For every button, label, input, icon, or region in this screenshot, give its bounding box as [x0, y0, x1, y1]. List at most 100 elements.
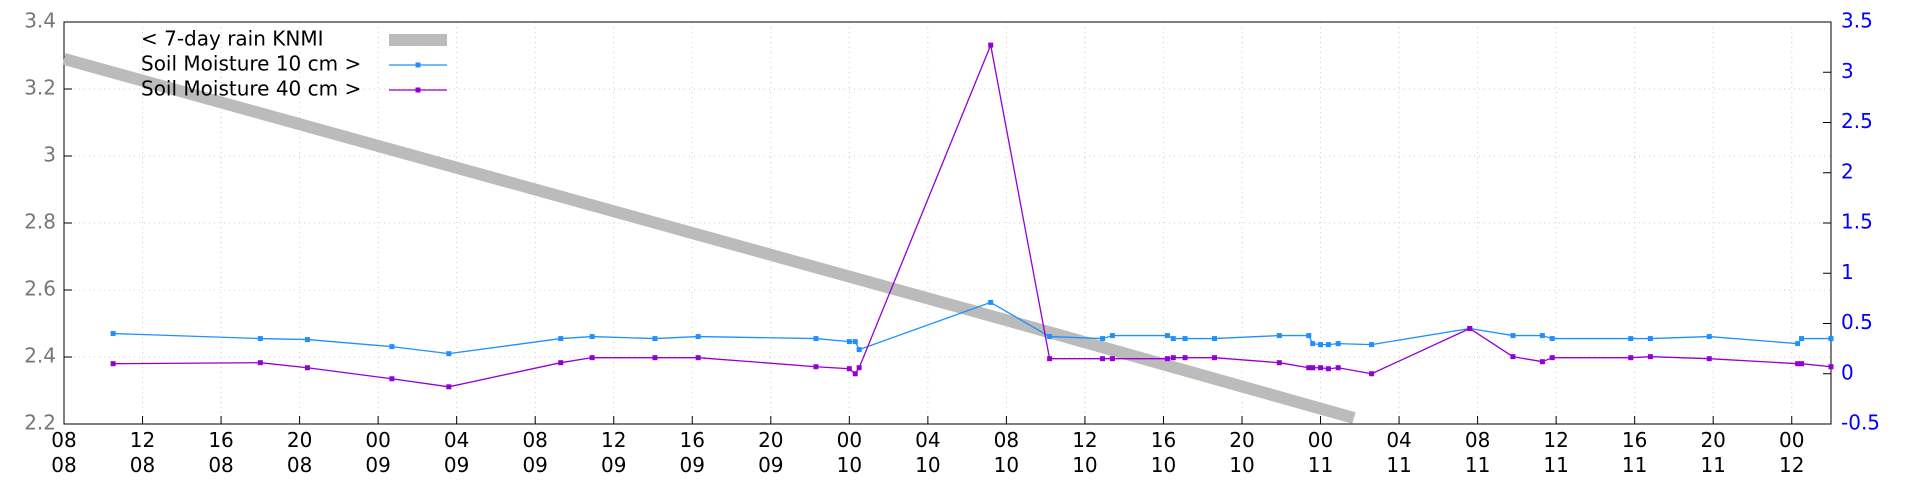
point [1047, 334, 1053, 340]
plot-frame [63, 21, 1832, 425]
point [813, 336, 819, 342]
y-tick-label: 3.4 [24, 9, 56, 33]
point [1325, 342, 1331, 348]
point [1170, 355, 1176, 361]
legend-label: Soil Moisture 10 cm > [141, 52, 361, 76]
point [1109, 356, 1115, 362]
x-tick-label: 20 09 [758, 428, 784, 477]
x-tick-label: 16 11 [1621, 428, 1648, 477]
point [852, 339, 858, 345]
point [1510, 333, 1516, 339]
point [1164, 333, 1170, 339]
point [856, 365, 862, 371]
point [856, 347, 862, 353]
legend-label: Soil Moisture 40 cm > [141, 77, 361, 101]
x-tick-label: 12 11 [1543, 428, 1569, 477]
point [558, 336, 564, 342]
y2-tick-label: 3 [1841, 59, 1854, 83]
x-tick-label: 04 10 [915, 428, 941, 477]
point [1799, 336, 1805, 342]
point [1306, 365, 1312, 371]
x-tick-label: 16 08 [208, 428, 234, 477]
x-tick-label: 12 08 [129, 428, 156, 477]
y2-tick-label: 0 [1841, 360, 1854, 384]
point [1164, 356, 1170, 362]
legend-marker [415, 62, 421, 68]
point [1628, 336, 1634, 342]
x-tick-label: 00 09 [365, 428, 391, 477]
point [1047, 356, 1053, 362]
point [1306, 333, 1312, 339]
point [1100, 356, 1106, 362]
point [652, 355, 658, 361]
point [1510, 354, 1516, 360]
point [1799, 361, 1805, 367]
x-tick-label: 04 11 [1386, 428, 1412, 477]
point [257, 360, 263, 366]
point [1182, 355, 1188, 361]
point [589, 334, 595, 340]
y2-tick-label: 1 [1841, 260, 1854, 284]
x-tick-label: 16 09 [679, 428, 705, 477]
point [389, 376, 395, 382]
point [988, 42, 994, 48]
point [1335, 365, 1341, 371]
point [1325, 366, 1331, 372]
y2-tick-label: 0.5 [1841, 310, 1873, 334]
point [1212, 355, 1218, 361]
y-tick-label: 2.2 [24, 411, 56, 435]
point [1795, 341, 1801, 347]
x-tick-label: 12 09 [600, 428, 627, 477]
x-tick-label: 00 11 [1307, 428, 1334, 477]
point [1276, 333, 1282, 339]
point [558, 360, 564, 366]
y-tick-label: 2.8 [24, 210, 56, 234]
point [813, 364, 819, 370]
point [1212, 336, 1218, 342]
x-tick-label: 04 09 [443, 428, 470, 477]
x-tick-label: 12 10 [1072, 428, 1098, 477]
y-tick-label: 2.6 [24, 277, 56, 301]
y2-tick-label: -0.5 [1841, 411, 1880, 435]
y2-tick-label: 2 [1841, 159, 1854, 183]
point [852, 371, 858, 377]
point [110, 331, 116, 337]
point [1647, 354, 1653, 360]
y-tick-label: 3.2 [24, 76, 56, 100]
y2-tick-label: 3.5 [1841, 9, 1873, 33]
point [1100, 336, 1106, 342]
point [1467, 326, 1473, 332]
point [1310, 365, 1316, 371]
point [695, 334, 701, 340]
series-line [62, 53, 1356, 424]
x-tick-label: 08 08 [51, 428, 77, 477]
y-tick-label: 3 [43, 143, 56, 167]
point [257, 336, 263, 342]
x-tick-label: 16 10 [1150, 428, 1177, 477]
point [110, 361, 116, 367]
point [1647, 336, 1653, 342]
point [846, 339, 852, 345]
x-tick-label: 08 11 [1464, 428, 1491, 477]
point [1310, 341, 1316, 347]
legend-marker [415, 87, 421, 93]
point [1539, 359, 1545, 365]
point [652, 336, 658, 342]
x-tick-label: 08 09 [522, 428, 548, 477]
point [589, 355, 595, 361]
x-tick-label: 20 11 [1700, 428, 1726, 477]
point [304, 337, 310, 343]
point [1795, 361, 1801, 367]
point [1369, 342, 1375, 348]
y2-tick-label: 1.5 [1841, 210, 1873, 234]
point [1109, 333, 1115, 339]
x-tick-label: 20 08 [286, 428, 313, 477]
point [1369, 371, 1375, 377]
point [695, 355, 701, 361]
y-tick-label: 2.4 [24, 344, 56, 368]
point [389, 344, 395, 350]
x-tick-label: 08 10 [993, 428, 1020, 477]
point [1318, 365, 1324, 371]
